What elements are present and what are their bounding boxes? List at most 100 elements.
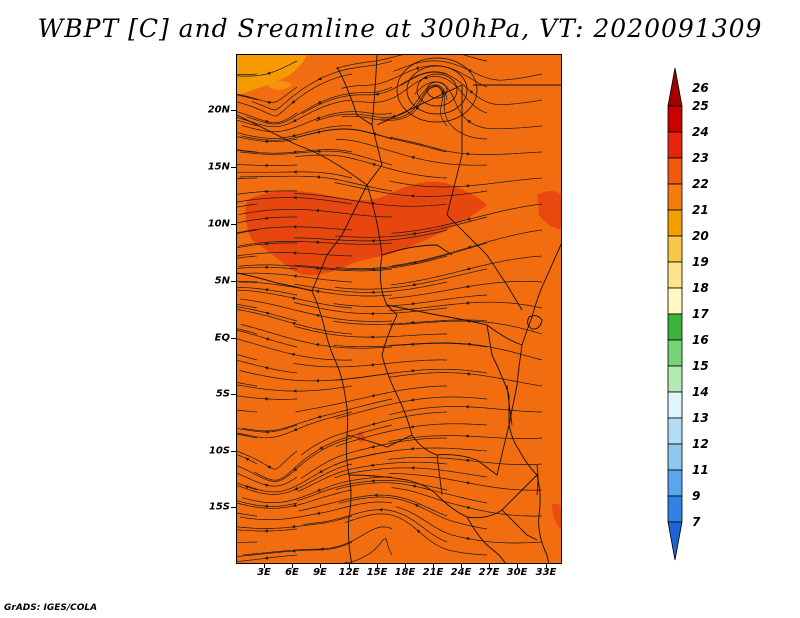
streamline bbox=[333, 368, 488, 381]
lon-tick-mark bbox=[264, 564, 265, 568]
streamline-arrow bbox=[244, 485, 249, 489]
colorbar-swatch bbox=[667, 417, 683, 445]
wbpt-cool-patch bbox=[267, 81, 292, 90]
streamline-arrow bbox=[410, 447, 414, 451]
streamline-arrow bbox=[293, 427, 298, 431]
vortex-ring bbox=[416, 73, 458, 107]
streamline-arrow bbox=[315, 208, 320, 213]
streamline bbox=[237, 354, 258, 361]
streamline-arrow bbox=[292, 503, 297, 507]
streamline-arrow bbox=[466, 267, 471, 271]
colorbar-label: 20 bbox=[692, 229, 709, 243]
lat-tick-label: 15S bbox=[208, 501, 230, 513]
lon-tick-mark bbox=[349, 564, 350, 568]
streamline-arrow bbox=[264, 163, 268, 168]
border-line bbox=[436, 454, 443, 496]
streamline-arrow bbox=[264, 529, 268, 533]
streamline-arrow bbox=[316, 175, 321, 179]
streamline-arrow bbox=[265, 337, 270, 341]
lake-victoria bbox=[527, 315, 543, 330]
lon-tick-mark bbox=[517, 564, 518, 568]
streamline-arrow bbox=[290, 352, 295, 357]
streamline-arrow bbox=[291, 133, 296, 138]
lon-tick-mark bbox=[546, 564, 547, 568]
streamline bbox=[240, 324, 393, 349]
lat-tick-mark bbox=[231, 167, 236, 168]
streamline-arrow bbox=[371, 267, 376, 271]
colorbar-swatch bbox=[667, 443, 683, 471]
streamline-arrow bbox=[410, 342, 414, 347]
wbpt-warm-band bbox=[245, 181, 487, 275]
streamline bbox=[336, 139, 488, 166]
streamline-arrow bbox=[293, 467, 298, 472]
streamline-arrow bbox=[319, 446, 324, 450]
streamline-arrow bbox=[441, 89, 446, 94]
streamline-arrow bbox=[292, 150, 297, 154]
streamline bbox=[389, 342, 543, 361]
streamline bbox=[237, 255, 258, 259]
streamline-arrow bbox=[414, 504, 419, 508]
streamline-arrow bbox=[469, 90, 474, 94]
country-borders-layer bbox=[237, 55, 561, 563]
wbpt-warm-patch bbox=[552, 503, 561, 530]
colorbar-label: 7 bbox=[692, 515, 701, 529]
streamline bbox=[242, 476, 392, 504]
streamline-arrow bbox=[465, 434, 469, 438]
streamline-arrow bbox=[316, 149, 321, 153]
coastline-east bbox=[508, 243, 561, 563]
colorbar-label: 26 bbox=[692, 81, 709, 95]
lon-tick-label: 15E bbox=[366, 567, 388, 578]
streamline-arrow bbox=[264, 366, 269, 370]
cyclonic-vortex bbox=[396, 57, 478, 123]
streamline-arrow bbox=[371, 422, 376, 426]
streamline-arrow bbox=[370, 445, 375, 449]
streamline bbox=[400, 71, 543, 106]
streamline-arrow bbox=[410, 425, 414, 429]
colorbar-label: 9 bbox=[692, 489, 701, 503]
streamline bbox=[237, 177, 257, 179]
streamline-arrow bbox=[467, 119, 472, 124]
border-line bbox=[446, 85, 523, 311]
streamline-arrow bbox=[264, 556, 268, 560]
lat-tick-label: 10S bbox=[208, 445, 230, 457]
streamline-arrow bbox=[411, 282, 416, 287]
streamline-arrow bbox=[291, 549, 296, 553]
colorbar-label: 12 bbox=[692, 437, 709, 451]
streamline-arrow bbox=[315, 289, 320, 294]
streamline-arrow bbox=[410, 155, 415, 160]
colorbar-label: 25 bbox=[692, 99, 709, 113]
streamline bbox=[237, 229, 258, 234]
lat-tick-mark bbox=[231, 451, 236, 452]
colorbar-swatch bbox=[667, 235, 683, 263]
colorbar-swatch bbox=[667, 261, 683, 289]
streamline bbox=[336, 55, 488, 69]
streamline-arrow bbox=[318, 469, 323, 473]
colorbar-label: 24 bbox=[692, 125, 709, 139]
streamline-arrow bbox=[465, 152, 469, 156]
lon-tick-label: 27E bbox=[478, 567, 500, 578]
streamline bbox=[300, 437, 447, 479]
streamline bbox=[344, 513, 488, 556]
vortex-ring bbox=[406, 65, 468, 115]
lat-tick-mark bbox=[231, 507, 236, 508]
streamline-arrow bbox=[316, 116, 321, 120]
streamline bbox=[237, 73, 258, 75]
lat-tick-mark bbox=[231, 394, 236, 395]
streamline bbox=[388, 301, 543, 312]
streamline bbox=[237, 94, 258, 101]
lon-tick-label: 33E bbox=[535, 567, 557, 578]
colorbar-swatch bbox=[667, 365, 683, 393]
streamline-arrow bbox=[370, 393, 375, 398]
colorbar-label: 19 bbox=[692, 255, 709, 269]
colorbar-swatch bbox=[667, 521, 683, 561]
streamline bbox=[298, 494, 448, 517]
lon-tick-label: 18E bbox=[394, 567, 416, 578]
streamline-arrow bbox=[465, 537, 470, 541]
streamline bbox=[390, 255, 543, 286]
streamline bbox=[296, 128, 448, 153]
streamline-arrow bbox=[370, 335, 374, 339]
streamline-arrow bbox=[415, 66, 420, 70]
colorbar-label: 16 bbox=[692, 333, 709, 347]
streamline bbox=[237, 382, 258, 387]
streamline-arrow bbox=[292, 251, 297, 255]
